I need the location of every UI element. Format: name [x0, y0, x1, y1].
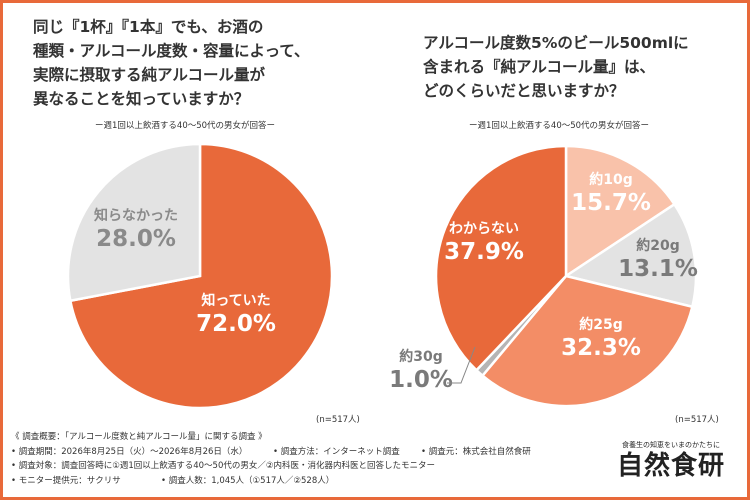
pie2-label-20g: 約20g 13.1%: [618, 237, 698, 283]
pie2-label-20g-text: 約20g: [636, 238, 680, 254]
pie1-label-didnt-know: 知らなかった 28.0%: [94, 207, 178, 253]
pie2-label-unknown: わからない 37.9%: [444, 220, 524, 266]
question-2-title: アルコール度数5%のビール500mlに 含まれる『純アルコール量』は、 どのくら…: [423, 34, 689, 100]
pie2-label-30g: 約30g 1.0%: [389, 348, 453, 394]
pie2-slice-unknown: [435, 145, 568, 372]
question-1-subtitle: ー週1回以上飲酒する40～50代の男女が回答ー: [95, 121, 276, 131]
pie1-label-didnt-know-text: 知らなかった: [94, 208, 178, 224]
pie2-leader-line-30g: [447, 346, 476, 384]
pie1-label-knew-text: 知っていた: [201, 293, 271, 309]
question-1-title: 同じ『1杯』『1本』でも、お酒の 種類・アルコール度数・容量によって、 実際に摂…: [33, 18, 310, 108]
pie1-label-knew: 知っていた 72.0%: [196, 292, 276, 338]
footer-source: • 調査元：株式会社自然食研: [421, 446, 531, 457]
footer-provider: • モニター提供元：サクリサ: [11, 475, 121, 486]
pie2-label-10g-value: 15.7%: [571, 190, 651, 216]
pie1-slice-didnt-know: [67, 143, 202, 303]
pie2-label-25g: 約25g 32.3%: [561, 316, 641, 362]
pie1-label-didnt-know-value: 28.0%: [96, 226, 176, 252]
pie2-label-unknown-value: 37.9%: [444, 239, 524, 265]
question-2-sample-size: (n=517人): [675, 415, 719, 425]
footer-count: • 調査人数：1,045人（①517人／②528人）: [161, 475, 335, 486]
brand-logo: 食養生の知恵をいまのかたちに 自然食研: [617, 440, 725, 482]
pie2-label-25g-value: 32.3%: [561, 335, 641, 361]
pie2-label-10g-text: 約10g: [589, 172, 633, 188]
footer-method: • 調査方法：インターネット調査: [273, 446, 400, 457]
pie-chart-1: [67, 143, 333, 409]
survey-footer: 《 調査概要：「アルコール度数と純アルコール量」に関する調査 》 • 調査期間：…: [11, 430, 531, 488]
pie2-slice-25g: [480, 274, 694, 407]
pie2-slice-20g: [562, 202, 697, 309]
pie2-label-10g: 約10g 15.7%: [571, 171, 651, 217]
pie2-label-30g-text: 約30g: [399, 349, 443, 365]
pie-chart-2: [435, 145, 697, 407]
pie2-label-20g-value: 13.1%: [618, 256, 698, 282]
pie2-label-30g-value: 1.0%: [389, 367, 453, 393]
question-1-sample-size: (n=517人): [316, 415, 360, 425]
footer-target: • 調査対象：調査回答時に①週1回以上飲酒する40～50代の男女／②内科医・消化…: [11, 461, 436, 471]
brand-tagline: 食養生の知恵をいまのかたちに: [621, 441, 720, 449]
pie2-label-unknown-text: わからない: [448, 221, 519, 237]
pie2-slice-10g: [564, 145, 677, 279]
question-2-subtitle: ー週1回以上飲酒する40～50代の男女が回答ー: [469, 121, 650, 131]
pie2-label-25g-text: 約25g: [579, 317, 623, 333]
footer-overview: 《 調査概要：「アルコール度数と純アルコール量」に関する調査 》: [11, 432, 267, 442]
pie1-label-knew-value: 72.0%: [196, 311, 276, 337]
footer-period: • 調査期間：2026年8月25日（火）～2026年8月26日（水）: [11, 446, 248, 457]
brand-name: 自然食研: [616, 451, 725, 481]
